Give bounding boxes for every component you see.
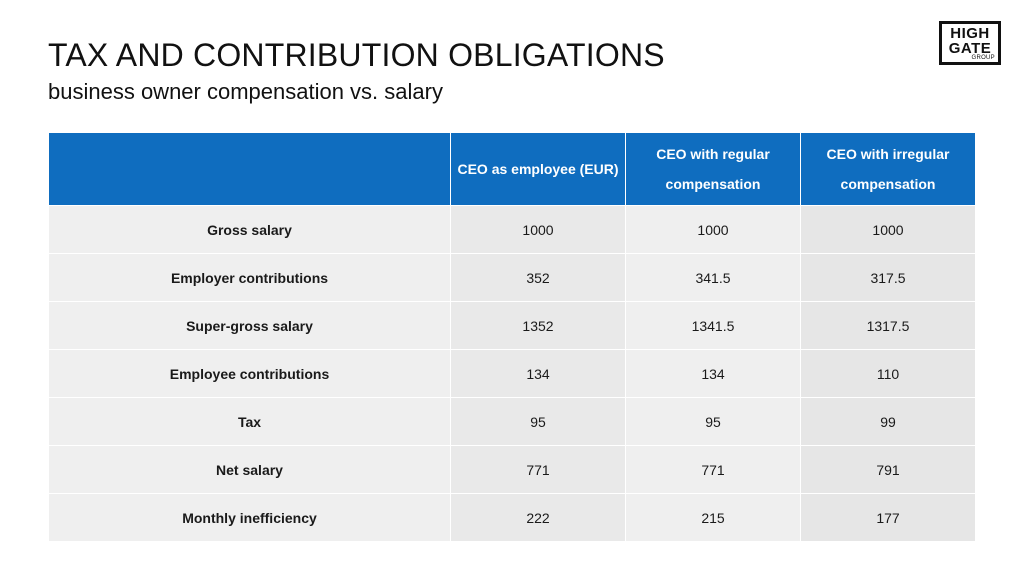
logo-text-high: HIGH (950, 25, 990, 42)
table-cell: 95 (450, 397, 626, 446)
table-row: Gross salary 1000 1000 1000 (48, 205, 976, 254)
logo-text-group: GROUP (971, 55, 995, 61)
table-cell: 771 (625, 445, 801, 494)
table-cell: 134 (450, 349, 626, 398)
table-row: Monthly inefficiency 222 215 177 (48, 493, 976, 542)
row-label: Net salary (48, 445, 451, 494)
table-row: Employee contributions 134 134 110 (48, 349, 976, 398)
table-cell: 1352 (450, 301, 626, 350)
table-cell: 99 (800, 397, 976, 446)
obligations-table: CEO as employee (EUR) CEO with regular c… (48, 132, 976, 542)
table-cell: 1000 (800, 205, 976, 254)
table-cell: 215 (625, 493, 801, 542)
table-cell: 317.5 (800, 253, 976, 302)
table-cell: 352 (450, 253, 626, 302)
table-cell: 95 (625, 397, 801, 446)
table-row: Super-gross salary 1352 1341.5 1317.5 (48, 301, 976, 350)
table-row: Employer contributions 352 341.5 317.5 (48, 253, 976, 302)
slide-subtitle: business owner compensation vs. salary (48, 79, 443, 104)
table-cell: 1341.5 (625, 301, 801, 350)
row-label: Tax (48, 397, 451, 446)
table-cell: 177 (800, 493, 976, 542)
slide-title: TAX AND CONTRIBUTION OBLIGATIONS (48, 37, 665, 73)
table-cell: 1000 (625, 205, 801, 254)
highgate-logo: HIGH GATE GROUP (939, 21, 1001, 65)
table-cell: 1317.5 (800, 301, 976, 350)
table-cell: 110 (800, 349, 976, 398)
column-header-ceo-employee: CEO as employee (EUR) (450, 132, 626, 206)
table-header-row: CEO as employee (EUR) CEO with regular c… (48, 132, 976, 206)
column-header-ceo-irregular: CEO with irregular compensation (800, 132, 976, 206)
row-label: Gross salary (48, 205, 451, 254)
table-cell: 134 (625, 349, 801, 398)
table-cell: 791 (800, 445, 976, 494)
table-cell: 222 (450, 493, 626, 542)
row-label: Monthly inefficiency (48, 493, 451, 542)
row-label: Super-gross salary (48, 301, 451, 350)
column-header-label (48, 132, 451, 206)
table-cell: 341.5 (625, 253, 801, 302)
logo-text-gate: GATE (948, 40, 992, 57)
table-row: Tax 95 95 99 (48, 397, 976, 446)
table-cell: 1000 (450, 205, 626, 254)
table-row: Net salary 771 771 791 (48, 445, 976, 494)
row-label: Employee contributions (48, 349, 451, 398)
table-cell: 771 (450, 445, 626, 494)
row-label: Employer contributions (48, 253, 451, 302)
column-header-ceo-regular: CEO with regular compensation (625, 132, 801, 206)
